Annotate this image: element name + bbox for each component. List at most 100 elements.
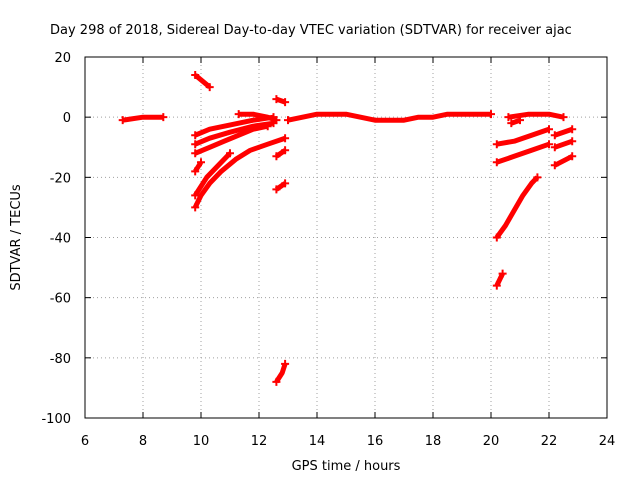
x-tick-label: 12 — [251, 434, 268, 449]
x-tick-label: 14 — [309, 434, 326, 449]
data-point — [487, 110, 495, 119]
data-point — [281, 134, 290, 143]
data-track — [550, 137, 577, 152]
y-axis-label: SDTVAR / TECUs — [9, 184, 24, 291]
data-point — [272, 185, 281, 194]
y-tick-label: -60 — [50, 292, 71, 307]
data-point — [197, 158, 205, 167]
data-track — [504, 111, 568, 122]
track-line — [193, 151, 232, 197]
data-point — [191, 149, 200, 158]
data-point — [568, 125, 577, 134]
data-point — [234, 110, 243, 119]
data-point — [492, 158, 501, 167]
track-line — [192, 135, 286, 209]
data-point — [191, 140, 200, 149]
data-point — [191, 131, 200, 140]
data-track — [191, 71, 214, 92]
data-point — [263, 122, 272, 131]
data-track — [550, 125, 577, 140]
data-point — [568, 137, 577, 146]
data-point — [545, 125, 553, 134]
data-track — [550, 152, 577, 170]
data-point — [281, 146, 290, 155]
track-line — [194, 114, 274, 138]
track-line — [238, 111, 278, 123]
data-point — [281, 179, 290, 188]
x-tick-label: 24 — [599, 434, 616, 449]
data-track — [492, 173, 542, 242]
x-tick-label: 8 — [139, 434, 147, 449]
data-track — [191, 158, 205, 176]
data-point — [191, 203, 200, 212]
data-track — [234, 110, 281, 125]
data-point — [281, 98, 290, 107]
data-track — [191, 134, 290, 212]
y-tick-label: 20 — [54, 51, 71, 66]
data-point — [281, 359, 290, 368]
data-point — [568, 152, 577, 161]
data-point — [492, 281, 501, 290]
data-point — [272, 377, 281, 386]
data-track — [272, 95, 290, 107]
data-track — [118, 113, 168, 125]
x-tick-label: 10 — [193, 434, 210, 449]
data-point — [545, 140, 553, 149]
data-point — [159, 113, 168, 122]
data-point — [492, 140, 501, 149]
data-track — [272, 146, 290, 161]
data-point — [559, 113, 568, 122]
track-line — [495, 141, 550, 165]
track-line — [193, 73, 212, 90]
x-axis-label: GPS time / hours — [292, 459, 401, 474]
data-track — [284, 110, 495, 125]
x-tick-label: 20 — [483, 434, 500, 449]
data-point — [191, 71, 200, 80]
data-point — [550, 131, 559, 140]
y-tick-label: -40 — [50, 232, 71, 247]
data-point — [550, 161, 559, 170]
track-line — [508, 111, 565, 120]
data-point — [272, 95, 281, 104]
track-line — [122, 114, 164, 123]
data-point — [272, 116, 281, 125]
track-line — [553, 154, 574, 168]
data-track — [492, 269, 507, 290]
data-point — [516, 116, 524, 125]
track-line — [494, 175, 540, 239]
data-tracks — [118, 71, 577, 386]
x-tick-label: 16 — [367, 434, 384, 449]
data-point — [118, 116, 127, 125]
axis-ticks: 6 8 10 12 14 16 18 20 22 24 -100 -80 -60 -40 -20 0 20 — [41, 51, 615, 449]
track-line — [496, 126, 550, 147]
data-point — [272, 152, 281, 161]
track-line — [274, 363, 288, 384]
track-line — [194, 123, 269, 156]
data-point — [191, 191, 200, 200]
x-tick-label: 18 — [425, 434, 442, 449]
y-tick-label: -100 — [41, 412, 71, 427]
data-track — [191, 122, 272, 158]
y-tick-label: 0 — [63, 111, 71, 126]
data-point — [226, 149, 234, 158]
x-tick-label: 22 — [541, 434, 558, 449]
data-track — [507, 116, 524, 128]
data-track — [191, 149, 234, 200]
track-line — [194, 120, 274, 147]
y-tick-label: -80 — [50, 352, 71, 367]
data-point — [284, 116, 292, 125]
x-tick-label: 6 — [81, 434, 89, 449]
y-tick-label: -20 — [50, 171, 71, 186]
data-track — [272, 179, 290, 194]
data-point — [205, 83, 214, 92]
data-point — [533, 173, 542, 182]
track-line — [287, 111, 491, 123]
data-point — [191, 167, 200, 176]
data-track — [492, 125, 553, 149]
data-track — [492, 140, 553, 167]
chart-title: Day 298 of 2018, Sidereal Day-to-day VTE… — [50, 23, 572, 38]
grid — [85, 57, 607, 418]
data-point — [492, 233, 501, 242]
data-point — [550, 143, 559, 152]
